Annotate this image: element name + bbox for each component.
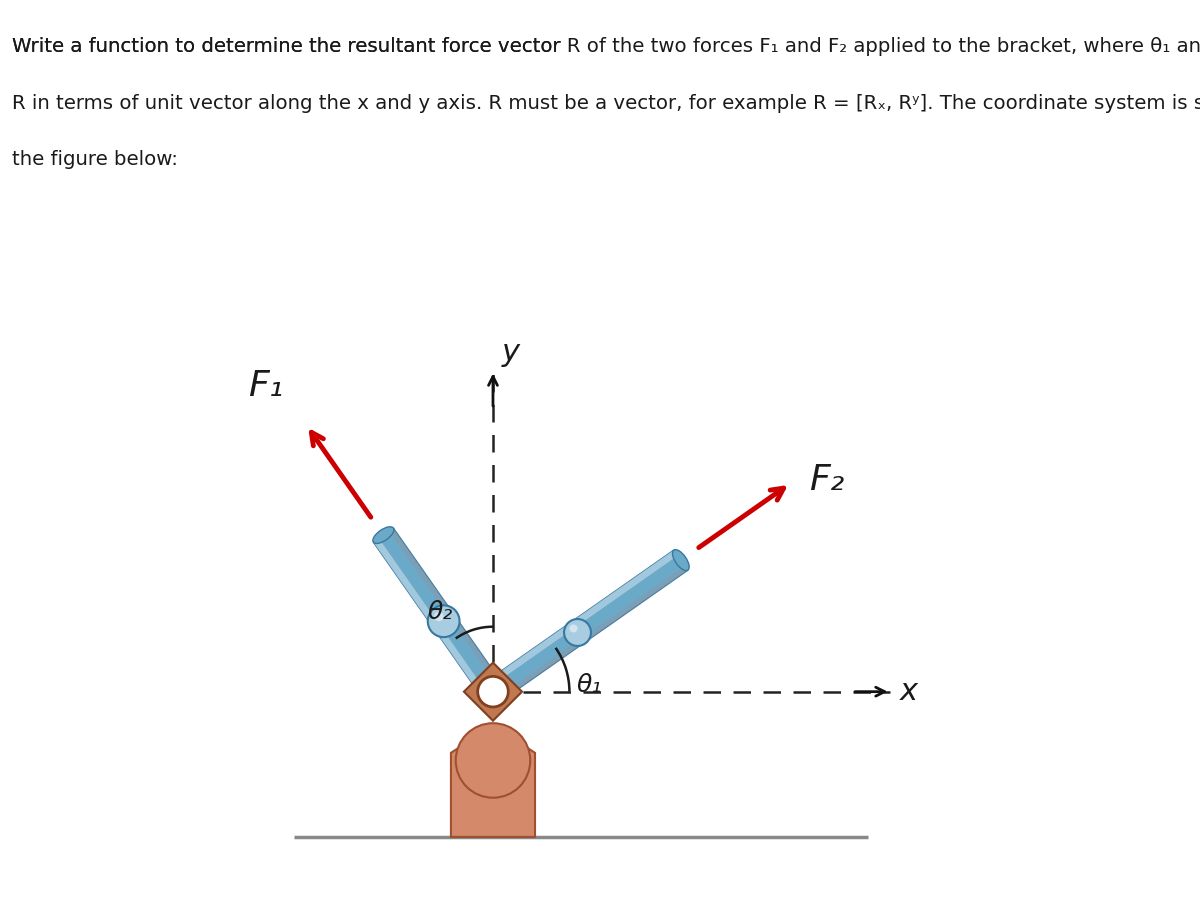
Ellipse shape (373, 527, 394, 543)
Circle shape (564, 619, 590, 646)
Polygon shape (451, 726, 535, 837)
Text: y: y (502, 338, 520, 367)
Circle shape (456, 723, 530, 798)
Polygon shape (373, 528, 503, 699)
Text: θ₁: θ₁ (577, 673, 602, 697)
Ellipse shape (482, 683, 504, 700)
Circle shape (478, 676, 509, 707)
Text: θ₂: θ₂ (428, 600, 454, 624)
Polygon shape (373, 538, 488, 699)
Text: F₂: F₂ (810, 462, 845, 496)
Polygon shape (389, 528, 503, 688)
Text: Write a function to determine the resultant force vector: Write a function to determine the result… (12, 38, 566, 56)
Circle shape (427, 605, 460, 637)
Circle shape (570, 624, 577, 633)
Polygon shape (464, 662, 522, 721)
Circle shape (434, 612, 444, 622)
Polygon shape (497, 565, 688, 702)
Ellipse shape (672, 550, 689, 571)
Polygon shape (486, 550, 678, 687)
Polygon shape (486, 550, 688, 702)
Text: the figure below:: the figure below: (12, 150, 178, 169)
Text: F₁: F₁ (248, 368, 283, 402)
Text: Write a function to determine the resultant force vector R of the two forces F₁ : Write a function to determine the result… (12, 38, 1200, 56)
Text: R in terms of unit vector along the x and y axis. R must be a vector, for exampl: R in terms of unit vector along the x an… (12, 94, 1200, 112)
Text: x: x (900, 677, 918, 706)
Ellipse shape (485, 682, 502, 702)
